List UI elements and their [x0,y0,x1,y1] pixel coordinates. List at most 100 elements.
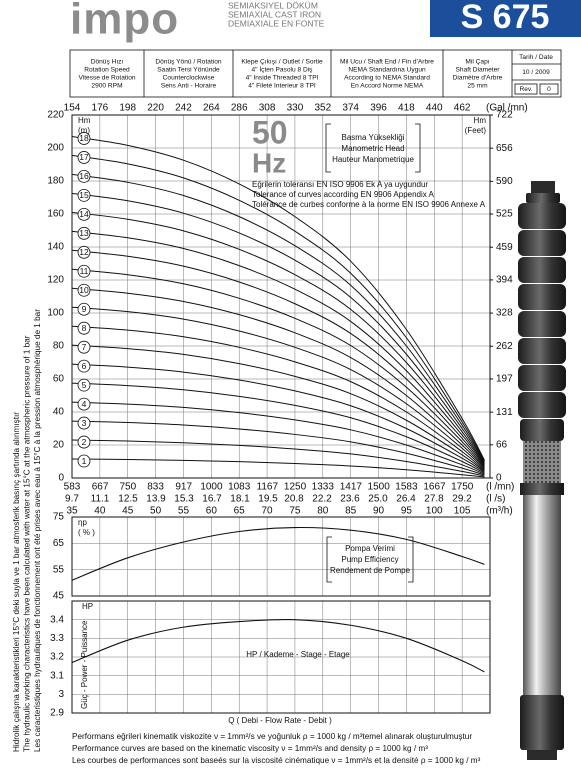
stage-curve [71,325,485,471]
info-cell: 4" Fileté Interieur 8 TPI [248,82,316,89]
plot-frame [71,516,491,597]
stage-curve [71,287,485,469]
stage-marker [77,302,91,316]
x-tick-label: 90 [373,506,385,517]
x-tick-label: 242 [175,103,192,114]
y2-tick-label: 525 [496,209,513,220]
info-cell: Mil Çapı [465,58,489,65]
y2-axis-label: Hm [474,116,487,125]
x-tick-label: 105 [454,506,471,517]
frequency-unit: Hz [252,147,286,178]
y2-tick-label: 394 [496,275,513,286]
x-tick-label: 352 [314,103,331,114]
stage-label: 10 [79,285,89,295]
y2-tick-label: 459 [496,242,513,253]
x-tick-label: 286 [231,103,248,114]
side-note: Hidrolik çalışma karakteristikleri 15°C … [12,412,21,752]
y-tick-label: 120 [47,275,64,286]
plot-frame [71,600,491,714]
stage-label: 12 [79,247,89,257]
y-axis-label: Güç - Power - Puissance [80,620,89,709]
stage-label: 5 [82,380,87,390]
y-tick-label: 65 [53,538,65,549]
head-box-text: Hauteur Manometrique [332,155,414,164]
info-cell: According to NEMA Standard [344,74,430,81]
y-tick-label: 200 [47,143,64,154]
bracket [325,123,421,173]
y-tick-label: 55 [53,564,65,575]
x-tick-label: 176 [92,103,109,114]
y-tick-label: 45 [53,591,65,602]
info-cell: Shaft Diameter [456,66,501,73]
model-box [430,0,581,37]
x-tick-label: 462 [454,103,471,114]
footer-note: Performans eğrileri kinematik viskozite … [72,732,472,741]
y-tick-label: 2.9 [50,708,64,719]
x-tick-label: 330 [287,103,304,114]
y-axis-label: (m) [78,126,90,135]
stage-label: 3 [82,418,87,428]
x-tick-label: 22.2 [312,494,332,505]
x-tick-label: 1167 [257,482,279,493]
x-tick-label: 1417 [340,482,363,493]
x-tick-label: 154 [64,103,81,114]
stage-marker [77,378,91,392]
x-tick-label: 1667 [423,482,446,493]
x-tick-label: 80 [317,506,329,517]
subtitle: SEMIAKSIYEL DÖKÜM [228,0,318,10]
y-tick-label: 0 [58,473,64,484]
x-tick-label: 374 [342,103,359,114]
bracket [326,536,414,583]
logo: impo [70,0,179,44]
plot-frame [71,114,491,479]
side-note: Les caracteristiques hydrauliques de fon… [33,309,42,752]
info-cell: Counterclockwise [163,74,215,81]
tolerance-note: Tolérance de curbes conforme à la norme … [252,200,486,209]
x-tick-label: 1500 [368,482,391,493]
stage-label: 9 [82,304,87,314]
stage-marker [77,151,91,164]
x-tick-label: 833 [147,482,164,493]
info-cell: Mil Ucu / Shaft End / Fin d'Arbre [340,58,434,65]
tolerance-note: Tolerance of curves according EN 9906 Ap… [252,190,435,199]
stage-label: 2 [82,437,87,447]
info-cell: 4" Inside Threaded 8 TPI [246,74,319,81]
stage-label: 18 [79,133,89,143]
x-tick-label: 23.6 [340,494,360,505]
info-cell: Diamètre d'Arbre [453,74,503,81]
stage-marker [77,207,91,221]
y-tick-label: 160 [47,209,64,220]
stage-marker [77,435,91,449]
y-tick-label: 75 [53,512,65,523]
x-tick-label: 198 [119,103,136,114]
x-tick-label: 583 [64,482,81,493]
x-tick-label: 1000 [200,482,223,493]
side-note: The hydraulic working characteristics ha… [23,335,32,752]
stage-label: 4 [82,399,87,409]
stage-marker [77,169,91,183]
stage-label: 14 [79,209,89,219]
stage-curve [71,344,485,472]
x-tick-label: 95 [401,506,413,517]
info-cell: Dönüş Hızı [91,58,124,65]
y-tick-label: 3 [58,689,64,700]
subtitle: SEMIAXIAL CAST IRON [228,9,321,19]
x-tick-label: 750 [120,482,137,493]
x-tick-label: 18.1 [230,494,250,505]
y-tick-label: 3.1 [50,670,64,681]
stage-curve [71,458,485,478]
footer-note: Les courbes de performances sont baseés … [72,756,481,765]
x-tick-label: 917 [175,482,192,493]
x-tick-label: 75 [289,506,301,517]
curve [71,526,485,581]
stage-marker [77,321,91,335]
x-tick-label: 20.8 [284,494,304,505]
stage-curve [71,306,485,470]
x-tick-label: 60 [206,506,218,517]
x-tick-label: 13.9 [146,494,166,505]
stage-curve [71,382,485,474]
curve [71,618,485,673]
box-text: Pump Efficiency [341,555,398,564]
info-cell: Dönüş Yönü / Rotation [155,58,222,65]
